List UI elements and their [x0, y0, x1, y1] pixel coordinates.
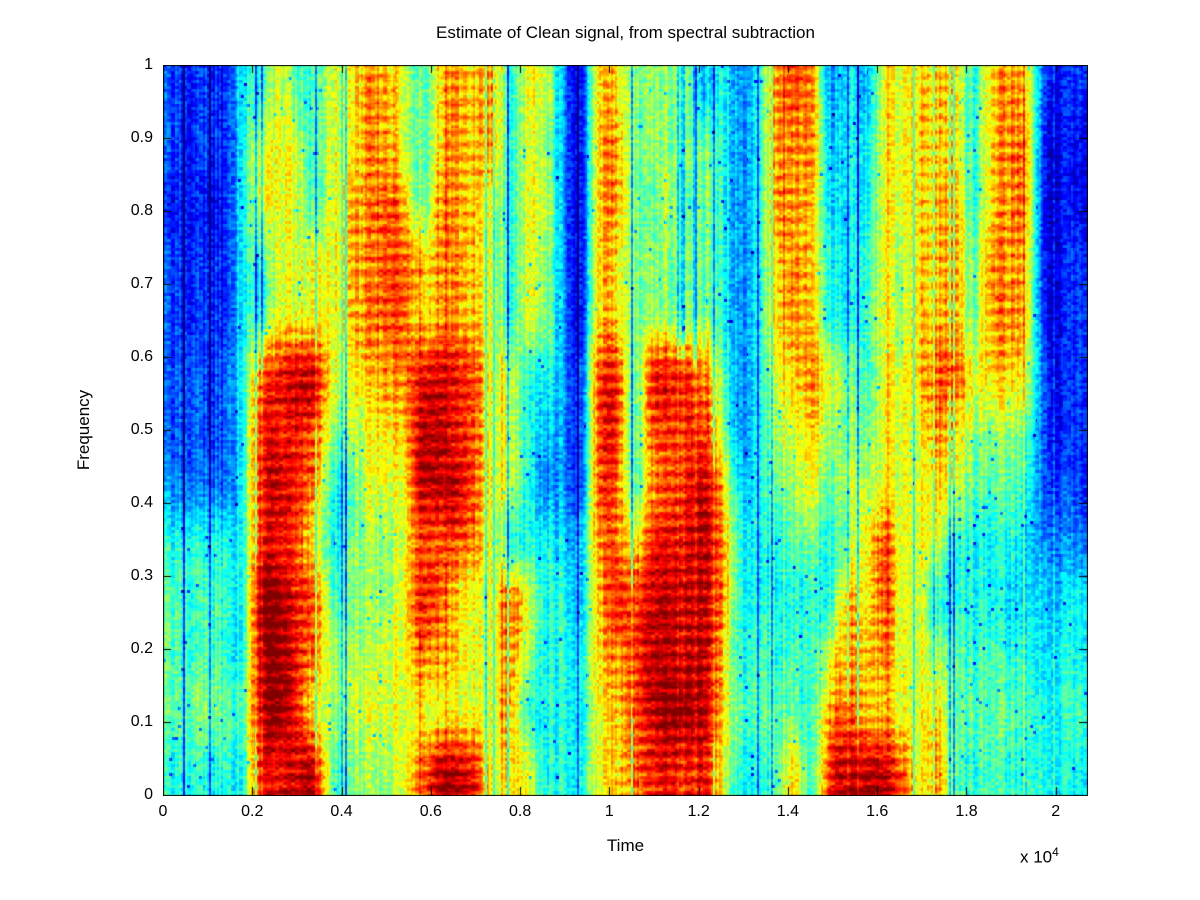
y-tick-label: 0.8 [130, 202, 153, 219]
x-axis-multiplier: x 104 [1020, 845, 1059, 868]
x-tick-label: 0.8 [508, 803, 532, 820]
chart-title: Estimate of Clean signal, from spectral … [436, 23, 815, 42]
spectrogram-canvas [163, 65, 1088, 796]
x-tick-label: 0 [158, 803, 168, 820]
y-tick-label: 0.6 [130, 348, 153, 365]
x-tick-label: 0.2 [241, 803, 264, 820]
y-tick-label: 0 [144, 786, 153, 803]
y-tick-label: 0.1 [130, 713, 153, 730]
x-tick-label: 1.8 [955, 803, 978, 820]
y-tick-label: 0.7 [130, 275, 153, 292]
x-axis-label: Time [606, 836, 645, 855]
x-multiplier-exponent: 4 [1052, 845, 1059, 859]
y-tick-label: 0.3 [130, 567, 153, 584]
x-tick-label: 2 [1051, 803, 1061, 820]
x-tick-label: 0.4 [330, 803, 353, 820]
x-tick-label: 1.4 [776, 803, 800, 820]
y-axis-label: Frequency [74, 389, 93, 471]
x-tick-label: 1 [604, 803, 614, 820]
x-multiplier-base: x 10 [1020, 847, 1053, 867]
y-tick-label: 1 [144, 56, 153, 73]
x-tick-label: 1.6 [866, 803, 889, 820]
y-tick-label: 0.4 [130, 494, 153, 511]
y-tick-label: 0.9 [130, 129, 153, 146]
x-tick-label: 1.2 [687, 803, 710, 820]
y-tick-label: 0.2 [130, 640, 153, 657]
y-tick-label: 0.5 [130, 421, 153, 438]
x-tick-label: 0.6 [419, 803, 442, 820]
